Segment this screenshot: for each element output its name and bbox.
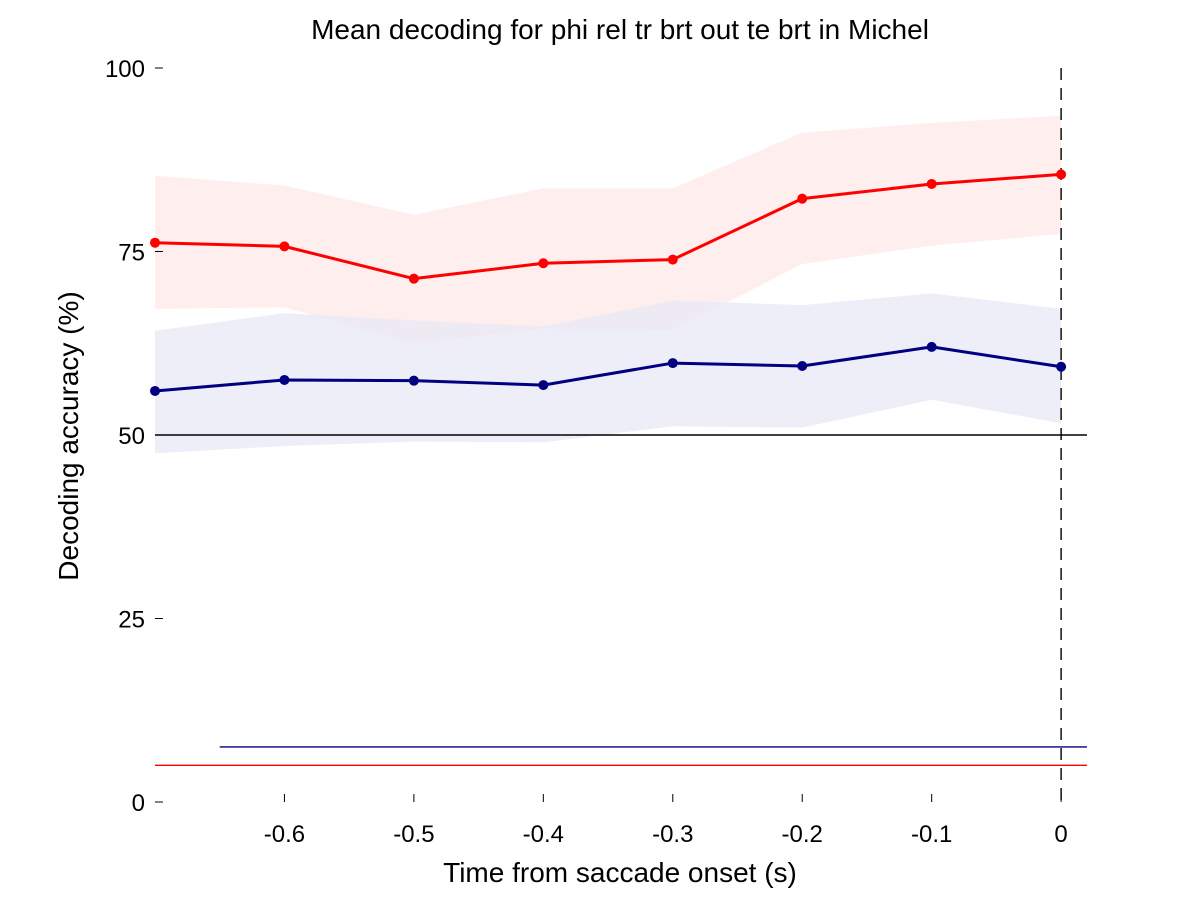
chart-title: Mean decoding for phi rel tr brt out te … — [311, 14, 929, 45]
series-1-point — [926, 178, 937, 189]
x-tick-label: -0.2 — [782, 821, 823, 848]
series-line-1 — [154, 172, 1062, 281]
axes: 0 25 50 75 100 -0.6 -0.5 -0.4 -0.3 -0.2 -0.1 0 — [105, 56, 1068, 848]
series-2-point — [538, 380, 549, 391]
y-tick-label: 50 — [118, 423, 145, 450]
series-line-2 — [154, 345, 1062, 393]
series-2-point — [408, 375, 419, 386]
x-tick-label: -0.5 — [393, 821, 434, 848]
series-1-point — [408, 273, 419, 284]
series-1-point — [279, 241, 290, 252]
y-tick-label: 75 — [118, 240, 145, 267]
series-1-point — [538, 258, 549, 269]
series-2-point — [1056, 361, 1067, 372]
x-axis-label: Time from saccade onset (s) — [443, 857, 797, 888]
y-tick-label: 100 — [105, 56, 145, 83]
x-tick-label: 0 — [1054, 821, 1067, 848]
y-tick-label: 0 — [132, 790, 145, 817]
x-tick-label: -0.3 — [652, 821, 693, 848]
series-1-point — [150, 237, 160, 248]
series-1-point — [797, 193, 808, 204]
y-axis-label: Decoding accuracy (%) — [53, 291, 84, 580]
data-series — [150, 169, 1067, 396]
series-1-point — [667, 254, 678, 265]
confidence-bands — [155, 115, 1062, 454]
reference-lines — [155, 68, 1087, 802]
x-tick-label: -0.1 — [911, 821, 952, 848]
x-tick-label: -0.4 — [523, 821, 564, 848]
confidence-band-1 — [155, 115, 1062, 344]
series-2-point — [926, 341, 937, 352]
series-2-point — [150, 385, 160, 396]
series-2-point — [279, 374, 290, 385]
series-1-point — [1056, 169, 1067, 180]
y-tick-label: 25 — [118, 607, 145, 634]
series-2-point — [797, 361, 808, 372]
series-2-point — [667, 358, 678, 369]
x-tick-label: -0.6 — [264, 821, 305, 848]
